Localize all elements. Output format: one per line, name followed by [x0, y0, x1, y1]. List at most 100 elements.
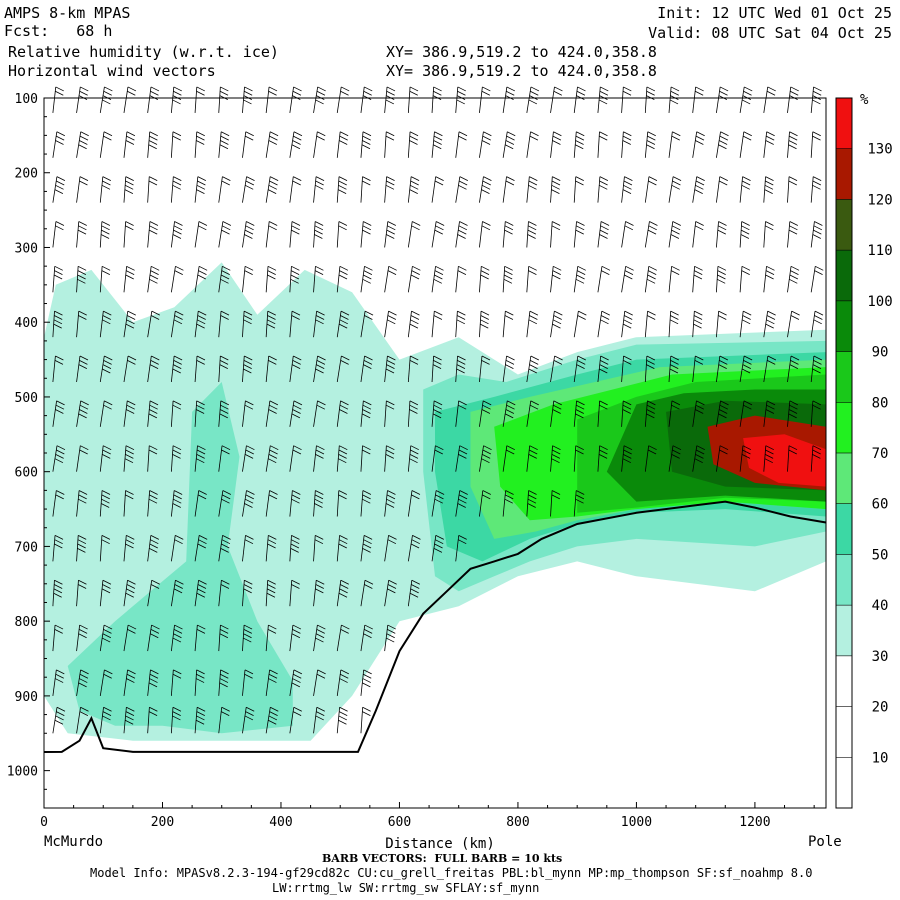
- wind-barb: [194, 131, 205, 158]
- wind-barb: [455, 490, 468, 517]
- colorbar-bin: [836, 757, 852, 808]
- wind-barb: [739, 176, 751, 203]
- terrain-profile: [43, 500, 827, 753]
- colorbar-bin: [836, 554, 852, 606]
- wind-barb: [810, 221, 823, 248]
- wind-barb: [170, 310, 184, 338]
- wind-barb: [407, 131, 419, 158]
- wind-barb: [621, 86, 632, 113]
- colorbar-tick-label: 30: [872, 649, 889, 665]
- wind-barb: [787, 86, 799, 113]
- wind-barb: [573, 490, 585, 517]
- field-label: Relative humidity (w.r.t. ice): [8, 43, 279, 61]
- wind-barb: [407, 265, 421, 293]
- wind-barb: [407, 86, 419, 113]
- y-axis-ticks: 100 200 300 400 500 600 700 800 900 1000: [7, 92, 50, 790]
- wind-barb: [455, 176, 469, 203]
- wind-barb: [147, 265, 160, 293]
- wind-barb: [597, 400, 608, 427]
- wind-barb: [407, 400, 419, 427]
- wind-barb: [431, 86, 442, 113]
- wind-barb: [218, 706, 230, 734]
- wind-barb: [76, 176, 89, 203]
- wind-barb: [52, 624, 64, 652]
- wind-barb: [384, 355, 396, 383]
- wind-barb: [218, 355, 229, 383]
- wind-barb: [384, 131, 395, 158]
- colorbar-bin: [836, 199, 852, 251]
- wind-barb: [668, 131, 681, 158]
- wind-barb: [526, 265, 537, 293]
- wind-barb: [573, 355, 586, 383]
- wind-barb: [289, 310, 301, 338]
- wind-barb: [313, 445, 325, 472]
- wind-barb: [99, 310, 112, 338]
- wind-barb: [360, 265, 373, 293]
- wind-barb: [550, 490, 561, 517]
- wind-barb: [147, 579, 160, 607]
- wind-barb: [265, 310, 276, 338]
- wind-barb: [668, 265, 680, 293]
- x-tick-label: 400: [269, 815, 292, 830]
- forecast-hour: Fcst: 68 h: [4, 22, 113, 40]
- wind-barb: [336, 221, 348, 248]
- wind-barb: [716, 310, 727, 338]
- wind-barb: [123, 669, 136, 696]
- wind-barb: [644, 221, 658, 248]
- wind-barb: [147, 706, 158, 734]
- wind-barb: [170, 445, 182, 472]
- wind-barb: [787, 310, 800, 338]
- wind-barb: [194, 355, 206, 383]
- wind-barb: [336, 624, 350, 652]
- wind-barb: [99, 265, 111, 293]
- wind-barb: [621, 221, 634, 248]
- wind-barb: [76, 265, 87, 293]
- wind-barb: [52, 706, 66, 734]
- wind-barb: [502, 221, 514, 248]
- wind-barb: [218, 624, 229, 652]
- wind-barb: [289, 669, 303, 696]
- wind-barb: [360, 400, 372, 427]
- y-tick-label: 700: [15, 540, 38, 555]
- wind-barb: [502, 400, 516, 427]
- wind-barb: [313, 86, 326, 114]
- wind-barb: [99, 400, 113, 427]
- wind-barb: [763, 221, 774, 248]
- wind-barb: [170, 400, 182, 427]
- wind-barb: [550, 310, 563, 338]
- wind-barb: [407, 490, 421, 517]
- wind-barb: [384, 535, 397, 562]
- wind-barb: [336, 490, 347, 517]
- wind-barb: [360, 176, 371, 203]
- wind-barb: [644, 445, 657, 472]
- wind-barb: [218, 400, 230, 427]
- wind-barb: [76, 355, 89, 383]
- wind-barb: [52, 669, 65, 696]
- colorbar-bin: [836, 706, 852, 758]
- wind-barb: [597, 221, 610, 248]
- wind-barb: [526, 445, 538, 472]
- wind-barb: [99, 445, 112, 472]
- wind-barb: [455, 535, 467, 562]
- wind-barb: [313, 355, 326, 383]
- wind-barb: [668, 176, 682, 203]
- cross-section-endpoints-2: XY= 386.9,519.2 to 424.0,358.8: [386, 62, 657, 80]
- colorbar-tick-label: 70: [872, 446, 889, 462]
- wind-barb: [313, 579, 325, 607]
- wind-barb: [455, 355, 466, 383]
- x-tick-label: 200: [151, 815, 174, 830]
- wind-barb: [289, 221, 301, 248]
- x-axis-label: Distance (km): [385, 836, 495, 852]
- wind-barb: [265, 176, 279, 203]
- wind-barb: [526, 310, 539, 338]
- wind-barb: [502, 131, 516, 158]
- colorbar-tick-label: 110: [867, 243, 892, 259]
- wind-barb: [265, 265, 277, 293]
- wind-barb: [265, 131, 279, 158]
- wind-barb: [431, 265, 444, 293]
- wind-barb: [147, 131, 158, 158]
- wind-barb: [526, 355, 540, 383]
- wind-barb: [194, 535, 208, 562]
- wind-barb: [123, 355, 137, 383]
- wind-barb: [384, 176, 395, 203]
